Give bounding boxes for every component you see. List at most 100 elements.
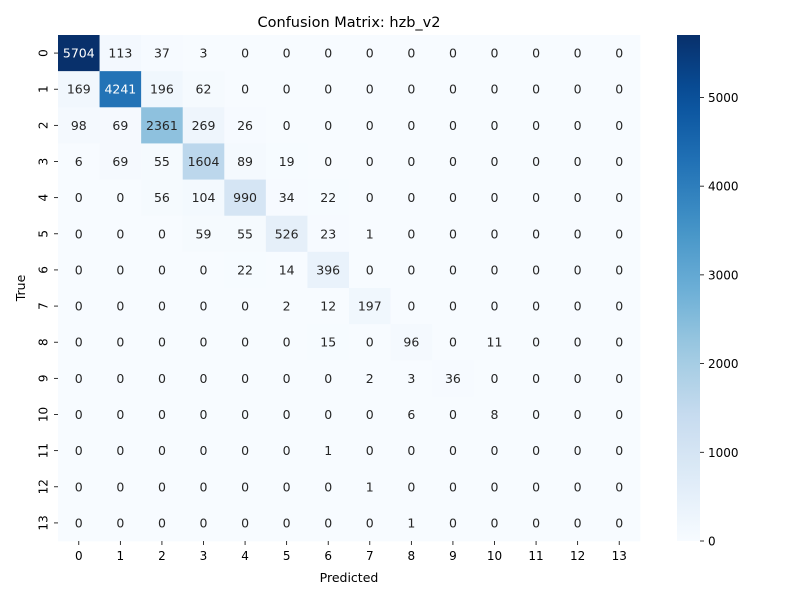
cell-value-label: 0 [241, 515, 249, 530]
heatmap-cell [598, 504, 641, 542]
heatmap-cell [556, 179, 599, 217]
cell-value-label: 0 [324, 515, 332, 530]
cell-value-label: 526 [275, 226, 299, 241]
cell-value-label: 0 [615, 154, 623, 169]
cell-value-label: 0 [75, 407, 83, 422]
cell-value-label: 0 [366, 443, 374, 458]
heatmap-cell [390, 215, 433, 253]
heatmap-cell [390, 143, 433, 180]
cell-value-label: 0 [574, 82, 582, 97]
heatmap-cell [556, 215, 599, 253]
cell-value-label: 0 [532, 479, 540, 494]
heatmap-cell [556, 35, 599, 72]
heatmap-cell [182, 107, 225, 144]
colorbar-tick-label: 4000 [708, 180, 739, 194]
heatmap-cell [99, 107, 142, 144]
heatmap-cell [224, 468, 267, 506]
cell-value-label: 0 [574, 226, 582, 241]
cell-value-label: 0 [283, 443, 291, 458]
heatmap-cell [473, 179, 516, 217]
x-axis: 0 1 2 3 4 5 6 7 8 9 10 11 12 13 [75, 541, 627, 563]
cell-value-label: 0 [116, 190, 124, 205]
heatmap-cell [556, 288, 599, 325]
y-tick-label: 1 [37, 85, 51, 93]
cell-value-label: 0 [449, 190, 457, 205]
y-tick-label: 2 [37, 122, 51, 130]
heatmap-cell [432, 35, 475, 72]
heatmap-cell [307, 468, 350, 506]
heatmap-cell [432, 288, 475, 325]
heatmap-cell [390, 35, 433, 72]
heatmap-cell [598, 360, 641, 397]
heatmap-cell [390, 360, 433, 397]
y-tick-label: 3 [37, 158, 51, 166]
cell-value-label: 69 [112, 118, 128, 133]
cell-value-label: 0 [75, 515, 83, 530]
cell-value-label: 59 [196, 226, 212, 241]
cell-value-label: 0 [491, 262, 499, 277]
cell-value-label: 0 [241, 371, 249, 386]
heatmap-cell [307, 324, 350, 361]
cell-value-label: 0 [491, 154, 499, 169]
y-tick-label: 12 [37, 479, 51, 494]
cell-value-label: 0 [532, 407, 540, 422]
heatmap-cell [224, 215, 267, 253]
cell-value-label: 0 [241, 479, 249, 494]
heatmap-cell [99, 360, 142, 397]
heatmap-cell [515, 432, 558, 470]
heatmap-cell [265, 432, 308, 470]
heatmap-cell [265, 468, 308, 506]
cell-value-label: 69 [112, 154, 128, 169]
cell-value-label: 0 [615, 262, 623, 277]
heatmap-cell [182, 71, 225, 108]
cell-value-label: 3 [200, 46, 208, 61]
cell-value-label: 0 [615, 46, 623, 61]
heatmap-cell [265, 288, 308, 325]
heatmap-cell [556, 504, 599, 542]
x-tick-label: 2 [158, 549, 166, 563]
cell-value-label: 0 [158, 262, 166, 277]
cell-value-label: 990 [233, 190, 257, 205]
cell-value-label: 4241 [104, 82, 136, 97]
heatmap-cell [224, 324, 267, 361]
cell-value-label: 1 [366, 479, 374, 494]
heatmap-cell [473, 35, 516, 72]
cell-value-label: 0 [574, 407, 582, 422]
cell-value-label: 1 [407, 515, 415, 530]
cell-value-label: 0 [366, 335, 374, 350]
colorbar-tick-label: 0 [708, 535, 716, 549]
heatmap-cell [265, 251, 308, 289]
cell-value-label: 0 [532, 262, 540, 277]
cell-value-label: 0 [532, 299, 540, 314]
cell-value-label: 0 [615, 479, 623, 494]
cell-value-label: 0 [407, 118, 415, 133]
heatmap-cell [349, 468, 391, 506]
cell-value-label: 12 [320, 299, 336, 314]
cell-value-label: 0 [324, 154, 332, 169]
x-tick-label: 11 [528, 549, 543, 563]
heatmap-cell [432, 107, 475, 144]
heatmap-cell [598, 215, 641, 253]
cell-value-label: 0 [574, 335, 582, 350]
cell-value-label: 0 [491, 515, 499, 530]
cell-value-label: 0 [574, 479, 582, 494]
heatmap-cell [141, 468, 184, 506]
cell-value-label: 0 [324, 118, 332, 133]
heatmap-cell [224, 288, 267, 325]
cell-value-label: 0 [574, 299, 582, 314]
cell-value-label: 36 [445, 371, 461, 386]
heatmap-cell [99, 324, 142, 361]
heatmap-cell [473, 432, 516, 470]
heatmap-cell [58, 107, 100, 144]
heatmap-cell [432, 504, 475, 542]
heatmap-cell [141, 215, 184, 253]
cell-value-label: 0 [491, 118, 499, 133]
heatmap-cell [182, 468, 225, 506]
heatmap-cell [265, 396, 308, 433]
y-tick-label: 11 [37, 443, 51, 458]
cell-value-label: 0 [241, 299, 249, 314]
heatmap-cell [349, 360, 391, 397]
heatmap-cell [58, 468, 100, 506]
cell-value-label: 104 [192, 190, 216, 205]
